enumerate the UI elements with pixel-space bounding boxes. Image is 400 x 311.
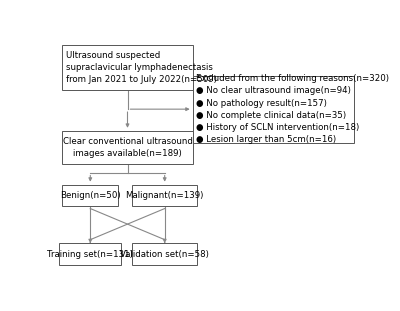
Text: Clear conventional ultrasound
images available(n=189): Clear conventional ultrasound images ava… — [62, 137, 192, 158]
FancyBboxPatch shape — [62, 44, 193, 90]
FancyBboxPatch shape — [132, 185, 197, 206]
Text: Malignant(n=139): Malignant(n=139) — [126, 191, 204, 200]
Text: Excluded from the following reasons(n=320)
● No clear ultrasound image(n=94)
● N: Excluded from the following reasons(n=32… — [196, 74, 389, 144]
FancyBboxPatch shape — [193, 76, 354, 143]
FancyBboxPatch shape — [62, 185, 118, 206]
Text: Benign(n=50): Benign(n=50) — [60, 191, 121, 200]
FancyBboxPatch shape — [132, 243, 197, 265]
Text: Validation set(n=58): Validation set(n=58) — [120, 249, 209, 258]
FancyBboxPatch shape — [59, 243, 121, 265]
FancyBboxPatch shape — [62, 131, 193, 164]
Text: Training set(n=131): Training set(n=131) — [47, 249, 133, 258]
Text: Ultrasound suspected
supraclavicular lymphadenectasis
from Jan 2021 to July 2022: Ultrasound suspected supraclavicular lym… — [66, 51, 217, 84]
